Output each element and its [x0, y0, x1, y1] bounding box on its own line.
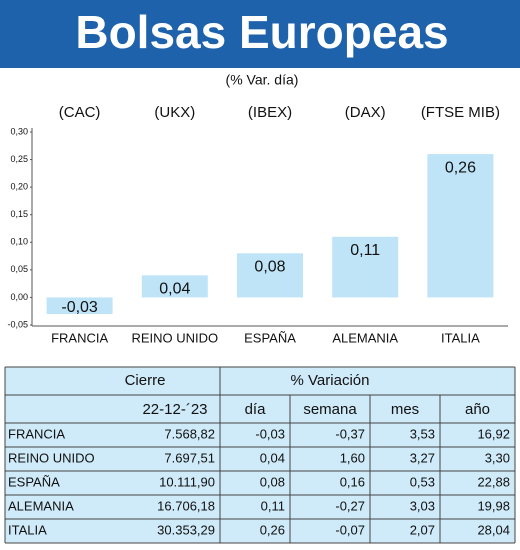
- x-tick-label: ITALIA: [441, 330, 480, 345]
- index-label: (DAX): [345, 104, 386, 121]
- subtitle: (% Var. día): [226, 72, 299, 88]
- table-cell: 1,60: [340, 450, 365, 465]
- value-label: 0,11: [350, 242, 380, 259]
- title-bar: [0, 0, 520, 68]
- table-cell: 16,92: [477, 426, 510, 441]
- table-cell: -0,07: [335, 522, 365, 537]
- value-label: -0,03: [61, 299, 98, 316]
- bar: [46, 297, 113, 314]
- x-tick-label: ESPAÑA: [244, 330, 296, 345]
- index-label: (UKX): [154, 104, 195, 121]
- index-label: (FTSE MIB): [421, 104, 500, 121]
- group-header: Cierre: [125, 372, 166, 389]
- table-cell: 7.568,82: [164, 426, 215, 441]
- column-header: año: [465, 401, 490, 418]
- y-tick-label: 0,30: [10, 126, 28, 136]
- table-cell: 0,04: [260, 450, 285, 465]
- table-cell: 3,30: [485, 450, 510, 465]
- table-cell: 10.111,90: [159, 474, 215, 489]
- y-tick-label: 0,20: [10, 182, 28, 192]
- table-cell: 3,53: [410, 426, 435, 441]
- bar: [237, 253, 303, 298]
- group-header: % Variación: [291, 372, 370, 389]
- table-cell: 22,88: [477, 474, 510, 489]
- table-cell: 0,08: [260, 474, 285, 489]
- x-tick-label: REINO UNIDO: [131, 330, 218, 345]
- row-label: FRANCIA: [8, 426, 65, 441]
- x-tick-label: ALEMANIA: [332, 330, 398, 345]
- y-tick-label: 0,10: [10, 237, 28, 247]
- bar: [427, 154, 494, 298]
- table-cell: -0,03: [255, 426, 285, 441]
- row-label: ESPAÑA: [8, 474, 60, 489]
- bar: [332, 236, 399, 298]
- value-label: 0,26: [445, 159, 476, 176]
- index-label: (CAC): [59, 104, 101, 121]
- table-cell: 30.353,29: [157, 522, 215, 537]
- table-cell: 0,26: [260, 522, 285, 537]
- index-label: (IBEX): [248, 104, 292, 121]
- y-tick-label: -0,05: [7, 319, 28, 329]
- table-cell: 2,07: [410, 522, 435, 537]
- column-header: 22-12-´23: [142, 401, 207, 418]
- y-tick-label: 0,25: [10, 154, 28, 164]
- value-label: 0,08: [254, 259, 285, 276]
- column-header: semana: [303, 401, 357, 418]
- table-cell: 7.697,51: [164, 450, 215, 465]
- row-label: REINO UNIDO: [8, 450, 95, 465]
- y-tick-label: 0,00: [10, 292, 28, 302]
- table-cell: 28,04: [477, 522, 510, 537]
- title: Bolsas Europeas: [75, 6, 448, 58]
- table-cell: -0,37: [335, 426, 365, 441]
- table-cell: -0,27: [335, 498, 365, 513]
- table-background: [5, 367, 515, 543]
- x-tick-label: FRANCIA: [51, 330, 108, 345]
- table-cell: 3,03: [410, 498, 435, 513]
- column-header: día: [245, 401, 267, 418]
- value-label: 0,04: [159, 281, 190, 298]
- table-cell: 0,11: [261, 498, 285, 513]
- y-tick-label: 0,15: [10, 209, 28, 219]
- row-label: ALEMANIA: [8, 498, 74, 513]
- column-header: mes: [391, 401, 419, 418]
- row-label: ITALIA: [8, 522, 47, 537]
- table-cell: 19,98: [477, 498, 510, 513]
- table-cell: 0,53: [410, 474, 435, 489]
- table-cell: 3,27: [410, 450, 435, 465]
- table-cell: 0,16: [340, 474, 365, 489]
- bar: [141, 275, 208, 298]
- y-tick-label: 0,05: [10, 264, 28, 274]
- table-cell: 16.706,18: [157, 498, 215, 513]
